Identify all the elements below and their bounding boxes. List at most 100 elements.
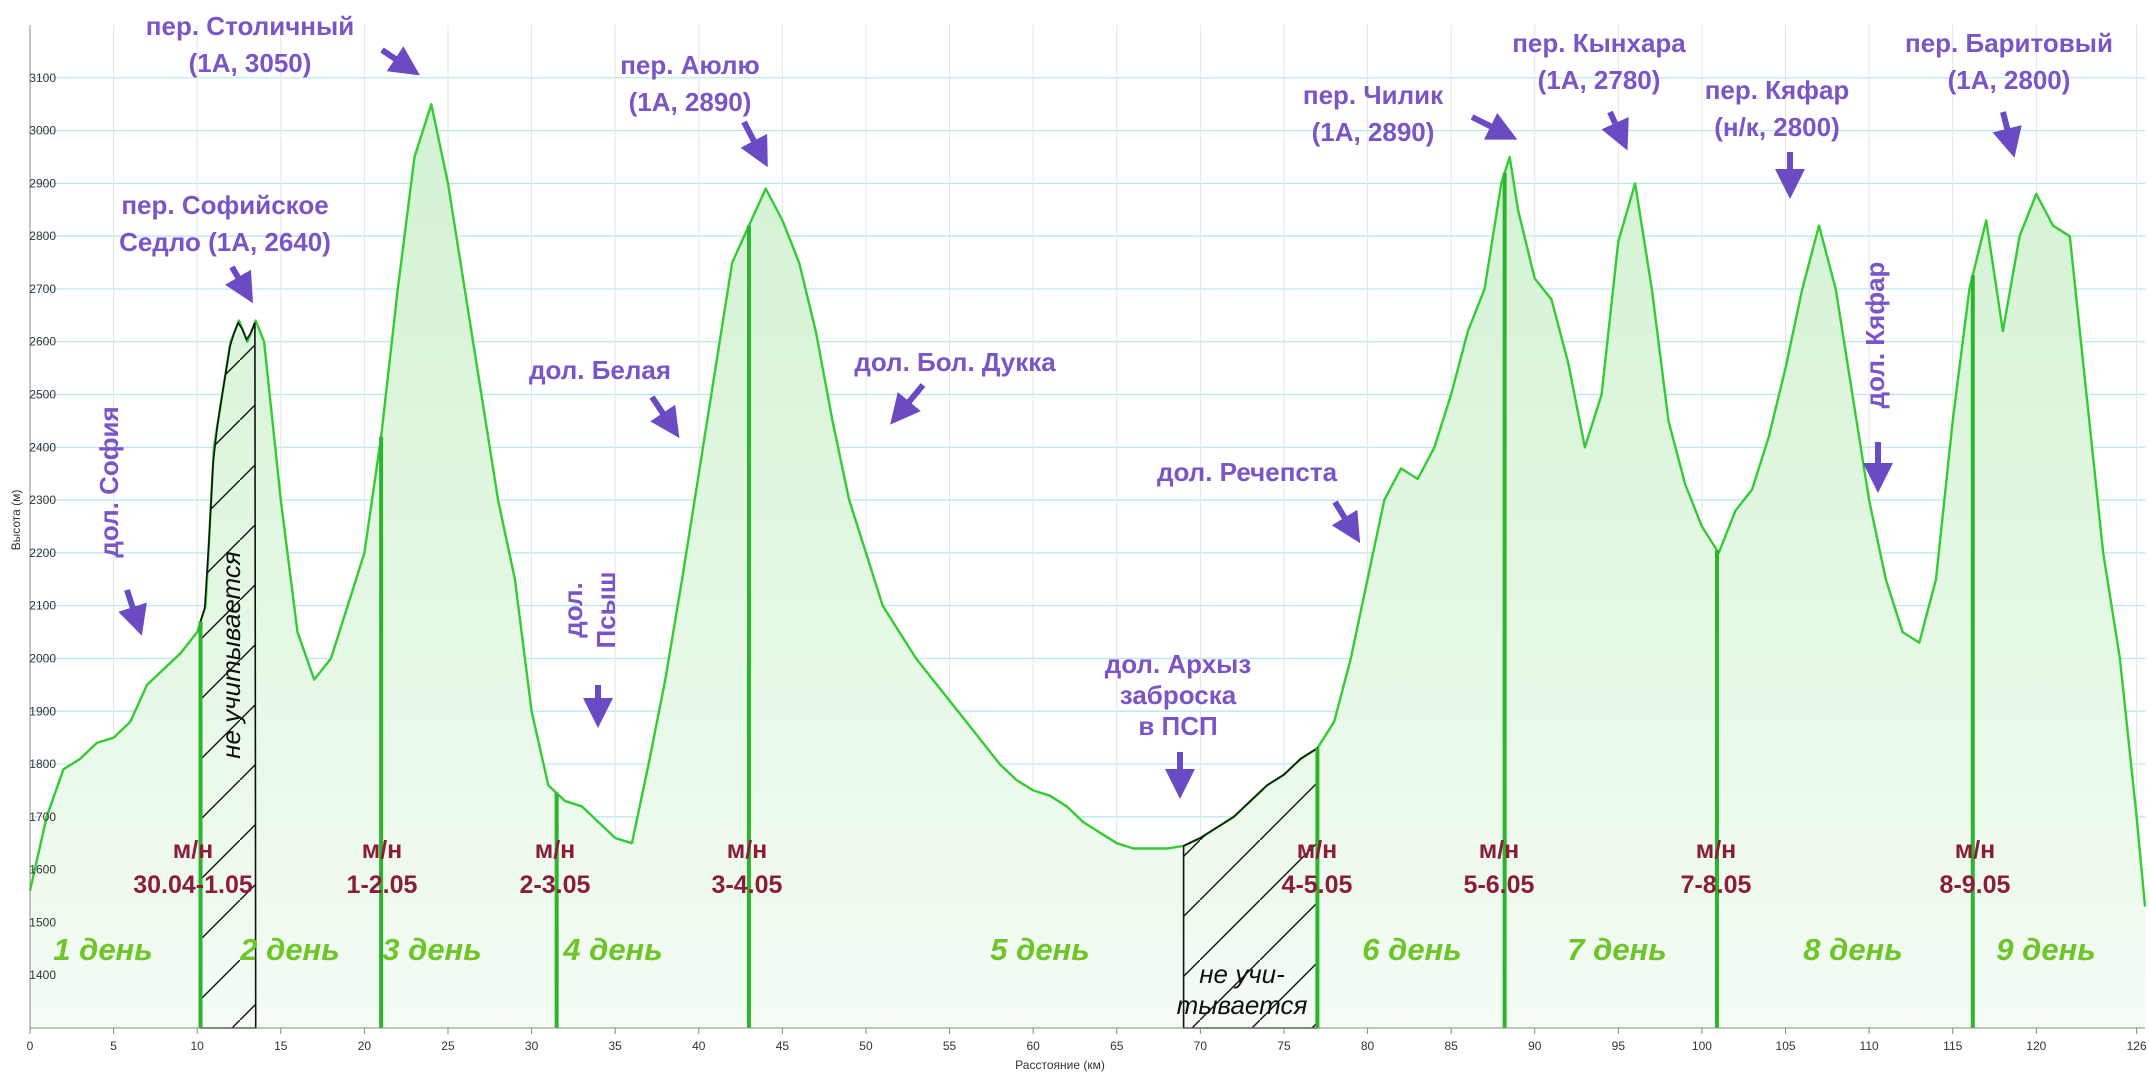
y-tick-label: 1400 <box>29 968 56 982</box>
x-tick-label: 75 <box>1277 1039 1291 1053</box>
camp-date: 5-6.05 <box>1464 871 1535 899</box>
camp-label: м/н <box>1955 836 1996 864</box>
annotation: пер. Кяфар (н/к, 2800) <box>1705 75 1849 199</box>
camp-label: м/н <box>362 836 403 864</box>
x-tick-label: 15 <box>274 1039 288 1053</box>
elevation-line <box>28 103 2147 907</box>
x-tick-label: 100 <box>1692 1039 1712 1053</box>
y-tick-label: 2600 <box>29 335 56 349</box>
day-label: 3 день <box>382 932 481 967</box>
axes <box>29 25 2145 1029</box>
day-label: 5 день <box>990 932 1089 967</box>
camp-label: м/н <box>1479 836 1520 864</box>
hatch-layer <box>199 320 1319 1029</box>
annotation-text: (1А, 3050) <box>189 48 312 78</box>
y-tick-label: 1500 <box>29 915 56 929</box>
annotation-arrow <box>118 589 147 636</box>
y-tick-label: 2200 <box>29 546 56 560</box>
x-tick-label: 70 <box>1194 1039 1208 1053</box>
day-lines <box>198 172 1975 1028</box>
annotation-text: Седло (1А, 2640) <box>119 227 331 257</box>
annotation-text: пер. Столичный <box>146 11 354 41</box>
y-tick-label: 2100 <box>29 599 56 613</box>
annotation-text: (н/к, 2800) <box>1714 112 1840 142</box>
x-tick-label: 0 <box>27 1039 34 1053</box>
camp-label: м/н <box>535 836 576 864</box>
annotation-text: пер. Баритовый <box>1905 28 2113 58</box>
y-tick-label: 2000 <box>29 651 56 665</box>
x-axis-title: Расстояние (км) <box>1015 1058 1105 1072</box>
annotation-text: пер. Кынхара <box>1512 28 1686 58</box>
x-tick-label: 30 <box>525 1039 539 1053</box>
y-tick-label: 2400 <box>29 440 56 454</box>
x-tick-label: 50 <box>859 1039 873 1053</box>
y-tick-label: 2300 <box>29 493 56 507</box>
annotation-text: дол. Белая <box>529 355 671 385</box>
annotation-arrow <box>1601 110 1629 151</box>
annotation: пер. Столичный (1А, 3050) <box>146 11 420 78</box>
annotation-arrow <box>380 46 420 76</box>
annotation-text: (1А, 2780) <box>1538 65 1661 95</box>
camp-label: м/н <box>727 836 768 864</box>
annotation-text: пер. Софийское <box>121 190 328 220</box>
annotation: дол. Бол. Дукка <box>854 347 1056 425</box>
x-tick-label: 110 <box>1860 1039 1879 1053</box>
annotation: дол. Кяфар <box>1860 262 1893 493</box>
annotation-text: дол. Архыз <box>1105 649 1252 679</box>
annotation-text: Псыш <box>591 571 621 648</box>
elevation-area <box>30 104 2145 1028</box>
y-tick-label: 1800 <box>29 757 56 771</box>
annotation: дол. София <box>94 406 147 636</box>
y-tick-label: 2800 <box>29 229 56 243</box>
camp-label: м/н <box>1696 836 1737 864</box>
camp-date: 8-9.05 <box>1940 871 2011 899</box>
day-label: 7 день <box>1567 932 1666 967</box>
annotation-text: заброска <box>1120 680 1237 710</box>
annotation: пер. Кынхара (1А, 2780) <box>1512 28 1686 151</box>
day-label: 2 день <box>239 932 339 967</box>
x-tick-label: 10 <box>191 1039 205 1053</box>
y-tick-label: 1600 <box>29 863 56 877</box>
x-tick-label: 126 <box>2127 1039 2147 1053</box>
annotation: пер. Софийское Седло (1А, 2640) <box>119 190 331 304</box>
x-tick-label: 5 <box>110 1039 117 1053</box>
x-tick-label: 45 <box>776 1039 790 1053</box>
x-tick-label: 115 <box>1943 1039 1962 1053</box>
annotation-arrow <box>1992 111 2022 158</box>
annotation: дол. Белая <box>529 355 680 438</box>
x-tick-label: 20 <box>358 1039 372 1053</box>
camp-labels: м/н 30.04-1.05 м/н 1-2.05 м/н 2-3.05 м/н 3-4.05… <box>133 836 2010 899</box>
x-tick-label: 105 <box>1776 1039 1796 1053</box>
y-tick-label: 2500 <box>29 388 56 402</box>
y-tick-label: 3100 <box>29 71 56 85</box>
x-tick-label: 90 <box>1528 1039 1542 1053</box>
day-label: 9 день <box>1996 932 2095 967</box>
not-counted-label: не учитывается <box>216 551 246 759</box>
annotation: пер. Баритовый (1А, 2800) <box>1905 28 2113 158</box>
camp-date: 7-8.05 <box>1681 871 1752 899</box>
y-tick-label: 1700 <box>29 810 56 824</box>
x-tick-label: 25 <box>441 1039 455 1053</box>
annotation-arrow <box>649 395 680 438</box>
annotation: дол. Речепста <box>1157 457 1361 544</box>
day-label: 6 день <box>1362 932 1461 967</box>
not-counted-hatch <box>199 320 257 1029</box>
x-tick-label: 55 <box>943 1039 957 1053</box>
day-label: 8 день <box>1803 932 1902 967</box>
annotation-text: (1А, 2890) <box>629 87 752 117</box>
annotation-text: пер. Аюлю <box>620 50 760 80</box>
x-tick-label: 35 <box>608 1039 622 1053</box>
annotation-text: дол. Кяфар <box>1860 262 1890 409</box>
camp-label: м/н <box>173 836 214 864</box>
x-tick-label: 120 <box>2026 1039 2046 1053</box>
annotation-text: дол. София <box>94 406 124 557</box>
annotation-text: дол. <box>558 582 588 637</box>
x-tick-label: 65 <box>1110 1039 1124 1053</box>
x-tick-label: 80 <box>1361 1039 1375 1053</box>
annotation-arrow <box>1470 112 1518 140</box>
camp-date: 3-4.05 <box>712 871 783 899</box>
area-layer <box>28 103 2147 1028</box>
annotation: пер. Аюлю (1А, 2890) <box>620 50 768 168</box>
